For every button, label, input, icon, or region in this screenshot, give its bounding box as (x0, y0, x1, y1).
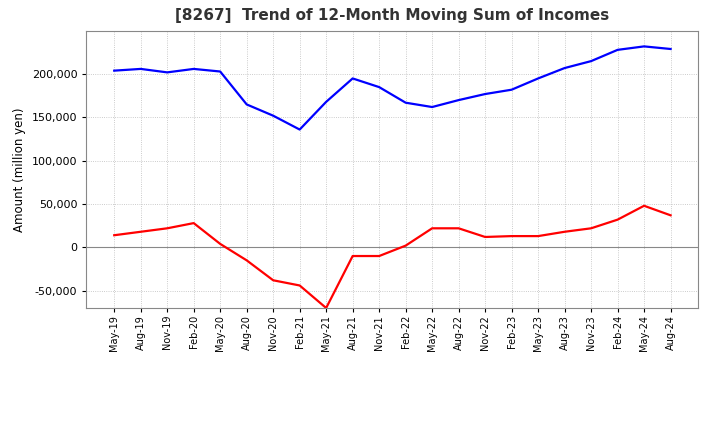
Net Income (587, 226, 595, 231)
Ordinary Income (534, 76, 542, 81)
Net Income (295, 283, 304, 288)
Net Income (243, 258, 251, 263)
Net Income (560, 229, 569, 235)
Ordinary Income (401, 100, 410, 105)
Net Income (666, 213, 675, 218)
Net Income (428, 226, 436, 231)
Net Income (163, 226, 171, 231)
Net Income (534, 234, 542, 239)
Title: [8267]  Trend of 12-Month Moving Sum of Incomes: [8267] Trend of 12-Month Moving Sum of I… (175, 7, 610, 23)
Ordinary Income (481, 92, 490, 97)
Net Income (322, 305, 330, 311)
Net Income (508, 234, 516, 239)
Net Income (189, 220, 198, 226)
Net Income (640, 203, 649, 209)
Ordinary Income (508, 87, 516, 92)
Ordinary Income (189, 66, 198, 72)
Ordinary Income (613, 47, 622, 52)
Ordinary Income (322, 99, 330, 104)
Ordinary Income (269, 113, 277, 118)
Ordinary Income (640, 44, 649, 49)
Net Income (110, 233, 119, 238)
Ordinary Income (560, 66, 569, 71)
Ordinary Income (454, 97, 463, 103)
Ordinary Income (375, 84, 384, 90)
Ordinary Income (136, 66, 145, 72)
Ordinary Income (348, 76, 357, 81)
Net Income (136, 229, 145, 235)
Line: Ordinary Income: Ordinary Income (114, 46, 670, 129)
Net Income (375, 253, 384, 259)
Ordinary Income (163, 70, 171, 75)
Ordinary Income (428, 104, 436, 110)
Net Income (269, 278, 277, 283)
Net Income (613, 217, 622, 222)
Ordinary Income (243, 102, 251, 107)
Net Income (216, 241, 225, 246)
Ordinary Income (216, 69, 225, 74)
Net Income (481, 235, 490, 240)
Ordinary Income (110, 68, 119, 73)
Net Income (454, 226, 463, 231)
Net Income (401, 243, 410, 248)
Net Income (348, 253, 357, 259)
Y-axis label: Amount (million yen): Amount (million yen) (13, 107, 26, 231)
Ordinary Income (666, 46, 675, 51)
Ordinary Income (587, 59, 595, 64)
Line: Net Income: Net Income (114, 206, 670, 308)
Ordinary Income (295, 127, 304, 132)
